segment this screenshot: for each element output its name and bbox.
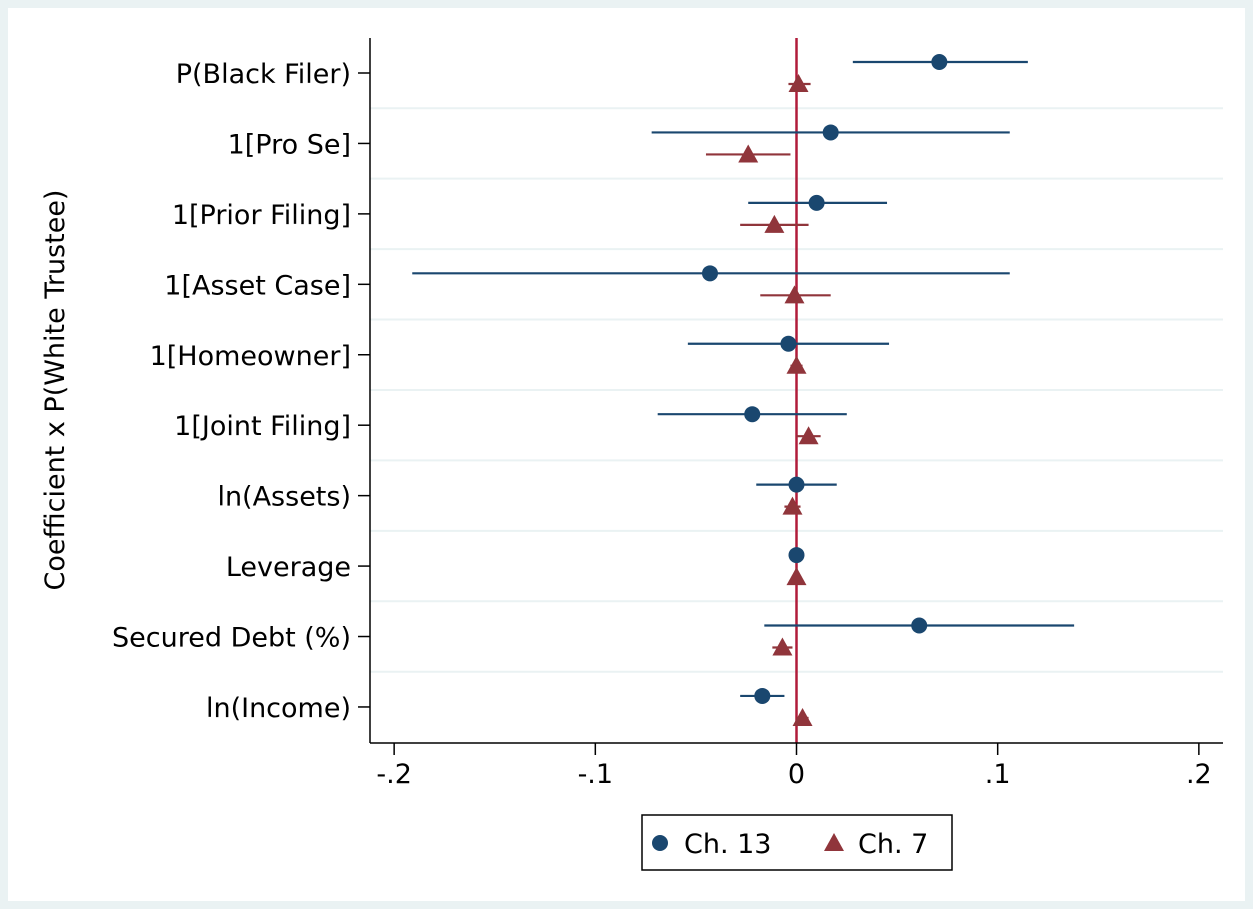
point-marker: [784, 285, 805, 304]
y-tick-label: 1[Pro Se]: [228, 129, 351, 160]
axes: P(Black Filer) 1[Pro Se] 1[Prior Filing] 1[…: [112, 38, 1223, 790]
y-tick-label: 1[Prior Filing]: [172, 200, 351, 231]
point-marker: [931, 54, 948, 70]
legend-marker-circle: [652, 835, 668, 851]
y-tick-label: ln(Assets): [217, 482, 351, 513]
legend-marker-triangle: [824, 833, 844, 851]
point-marker: [754, 687, 771, 704]
legend-box: [641, 814, 953, 871]
point-marker: [744, 406, 761, 423]
x-tick-label: 0: [788, 759, 805, 790]
point-marker: [738, 144, 759, 163]
point-marker: [788, 74, 809, 92]
x-tick-label: -.1: [578, 759, 614, 790]
point-marker: [780, 335, 797, 352]
x-tick-label: -.2: [376, 759, 412, 790]
y-tick-label: Secured Debt (%): [112, 623, 351, 654]
point-marker: [822, 124, 839, 141]
point-marker: [808, 194, 825, 211]
point-marker: [764, 214, 785, 233]
legend: Ch. 13 Ch. 7: [641, 814, 953, 871]
legend-label: Ch. 7: [858, 829, 928, 860]
point-marker: [772, 637, 793, 656]
y-tick-label: 1[Joint Filing]: [174, 411, 351, 442]
point-marker: [782, 496, 803, 515]
legend-label: Ch. 13: [684, 829, 772, 860]
point-marker: [798, 426, 819, 445]
y-axis-title: Coefficient x P(White Trustee): [40, 190, 71, 591]
x-tick-label: .2: [1186, 759, 1212, 790]
point-marker: [701, 265, 718, 282]
y-tick-label: 1[Asset Case]: [164, 270, 351, 301]
point-marker: [788, 547, 805, 564]
x-tick-label: .1: [985, 759, 1011, 790]
y-tick-label: P(Black Filer): [176, 59, 351, 90]
point-marker: [786, 567, 807, 586]
chart-marks: [412, 54, 1075, 726]
point-marker: [786, 355, 807, 374]
y-tick-label: 1[Homeowner]: [150, 341, 351, 372]
y-tick-label: ln(Income): [206, 693, 351, 724]
point-marker: [911, 617, 928, 634]
point-marker: [792, 707, 813, 726]
point-marker: [788, 476, 805, 493]
y-tick-label: Leverage: [226, 552, 351, 583]
